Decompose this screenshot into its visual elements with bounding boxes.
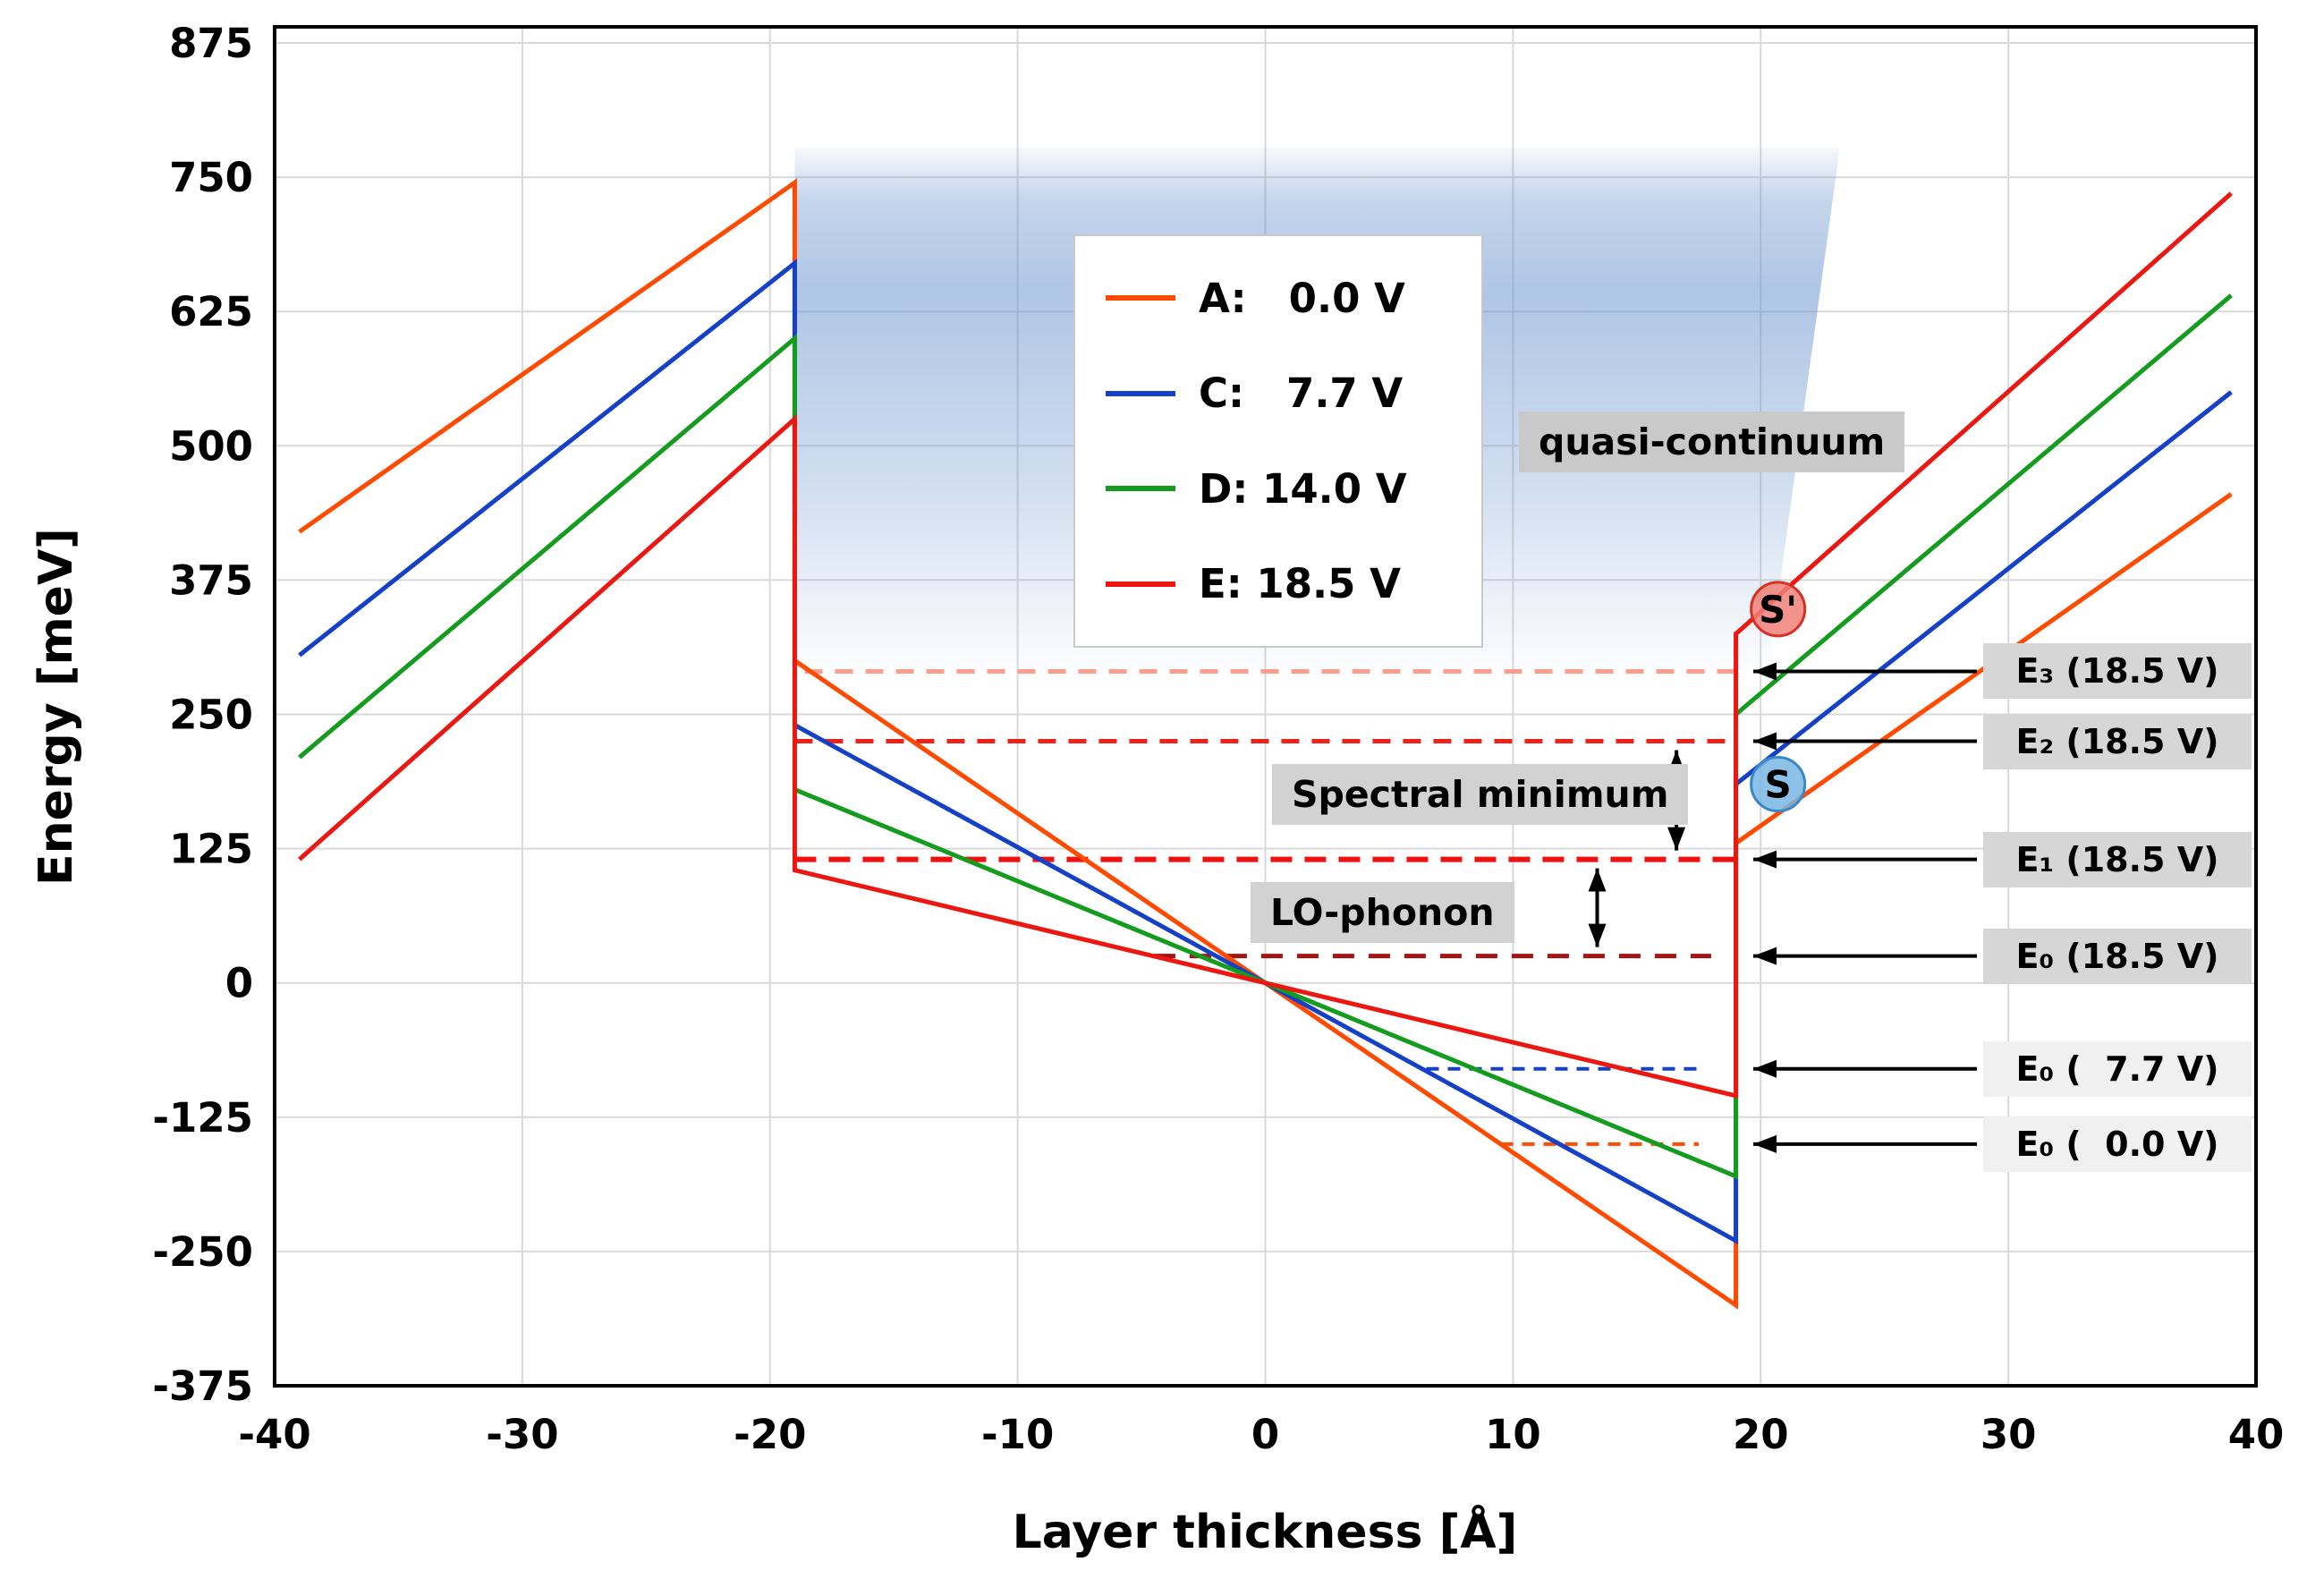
y-tick-label: 625 [169, 288, 253, 335]
x-tick-label: 10 [1485, 1411, 1541, 1458]
legend-item: D: 14.0 V [1106, 465, 1481, 513]
legend-line-sample [1106, 581, 1175, 587]
spectral-minimum-label: Spectral minimum [1272, 764, 1689, 825]
state-marker-circle [1750, 756, 1807, 813]
y-tick-label: 375 [169, 556, 253, 604]
state-marker-label: S [1765, 763, 1792, 807]
quasi-continuum-label: quasi-continuum [1519, 412, 1905, 472]
x-tick-label: 40 [2228, 1411, 2285, 1458]
legend-item: A: 0.0 V [1106, 275, 1481, 322]
x-tick-label: -40 [238, 1411, 310, 1458]
legend-line-sample [1106, 390, 1175, 396]
lo-phonon-label: LO-phonon [1251, 882, 1514, 943]
g-state-markers: S' S [1750, 581, 1807, 813]
plot-frame [273, 25, 2258, 1388]
y-tick-label: 125 [169, 826, 253, 873]
legend-items: A: 0.0 V C: 7.7 V D: 14.0 V E: 18.5 V [1106, 250, 1481, 632]
y-tick-label: 750 [169, 154, 253, 201]
legend-item: C: 7.7 V [1106, 369, 1481, 417]
legend-line-sample [1106, 295, 1175, 301]
g-tick-labels: -40 -30 -20 -10 0 10 20 30 40 875 750 625 500 375 250 1… [152, 20, 2284, 1458]
legend-line-sample [1106, 486, 1175, 492]
y-axis-title: Energy [meV] [30, 528, 83, 886]
x-tick-label: -10 [981, 1411, 1054, 1458]
y-tick-label: 875 [169, 20, 253, 67]
series-line-E [298, 191, 2233, 1099]
legend: A: 0.0 V C: 7.7 V D: 14.0 V E: 18.5 V [1073, 234, 1483, 648]
y-tick-label: 500 [169, 422, 253, 470]
y-tick-label: -375 [152, 1363, 253, 1410]
g-annotation-arrows [1588, 662, 1977, 1153]
x-tick-label: -20 [734, 1411, 806, 1458]
state-marker-label: S' [1759, 588, 1797, 632]
state-marker-circle [1750, 581, 1807, 638]
y-tick-label: -250 [152, 1228, 253, 1276]
legend-item: E: 18.5 V [1106, 560, 1481, 607]
y-tick-label: 0 [225, 960, 253, 1007]
legend-label: E: 18.5 V [1199, 560, 1401, 608]
y-tick-label: 250 [169, 692, 253, 739]
x-tick-label: -30 [486, 1411, 558, 1458]
legend-label: A: 0.0 V [1199, 274, 1405, 322]
legend-label: D: 14.0 V [1199, 464, 1407, 513]
y-tick-label: -125 [152, 1094, 253, 1142]
legend-label: C: 7.7 V [1199, 369, 1404, 418]
x-tick-label: 20 [1733, 1411, 1789, 1458]
g-series-lines [298, 178, 2233, 1310]
x-axis-title: Layer thickness [Å] [1013, 1505, 1518, 1559]
x-tick-label: 0 [1251, 1411, 1279, 1458]
x-tick-label: 30 [1980, 1411, 2037, 1458]
